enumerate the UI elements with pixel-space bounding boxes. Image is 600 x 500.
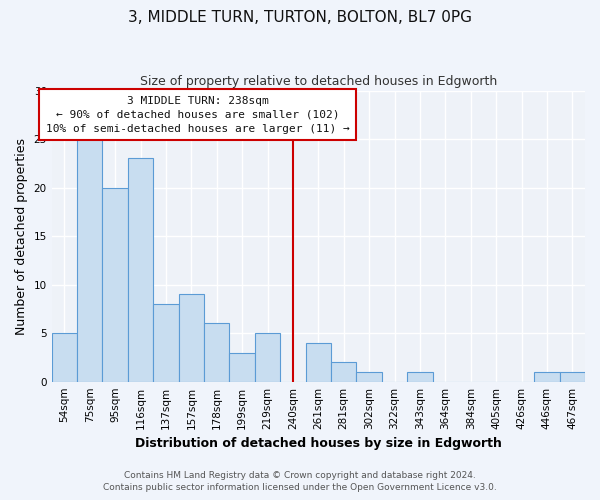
Bar: [103, 188, 128, 382]
Text: 3, MIDDLE TURN, TURTON, BOLTON, BL7 0PG: 3, MIDDLE TURN, TURTON, BOLTON, BL7 0PG: [128, 10, 472, 25]
Text: 3 MIDDLE TURN: 238sqm
← 90% of detached houses are smaller (102)
10% of semi-det: 3 MIDDLE TURN: 238sqm ← 90% of detached …: [46, 96, 350, 134]
X-axis label: Distribution of detached houses by size in Edgworth: Distribution of detached houses by size …: [135, 437, 502, 450]
Bar: [356, 372, 382, 382]
Bar: [560, 372, 585, 382]
Bar: [407, 372, 433, 382]
Bar: [534, 372, 560, 382]
Bar: [52, 333, 77, 382]
Bar: [229, 352, 255, 382]
Bar: [153, 304, 179, 382]
Bar: [179, 294, 204, 382]
Y-axis label: Number of detached properties: Number of detached properties: [15, 138, 28, 334]
Bar: [77, 139, 103, 382]
Bar: [255, 333, 280, 382]
Bar: [305, 343, 331, 382]
Bar: [331, 362, 356, 382]
Title: Size of property relative to detached houses in Edgworth: Size of property relative to detached ho…: [140, 75, 497, 88]
Text: Contains HM Land Registry data © Crown copyright and database right 2024.
Contai: Contains HM Land Registry data © Crown c…: [103, 471, 497, 492]
Bar: [128, 158, 153, 382]
Bar: [204, 324, 229, 382]
